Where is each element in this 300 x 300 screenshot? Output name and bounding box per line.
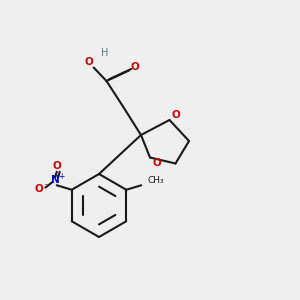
Text: CH₃: CH₃ bbox=[147, 176, 164, 185]
Text: O: O bbox=[52, 161, 61, 171]
Text: N: N bbox=[51, 175, 60, 185]
Text: O: O bbox=[172, 110, 181, 121]
Text: -: - bbox=[45, 180, 48, 189]
Text: H: H bbox=[100, 48, 108, 58]
Text: +: + bbox=[58, 172, 65, 181]
Text: O: O bbox=[84, 57, 93, 67]
Text: O: O bbox=[35, 184, 44, 194]
Text: O: O bbox=[152, 158, 161, 169]
Text: O: O bbox=[130, 62, 140, 73]
